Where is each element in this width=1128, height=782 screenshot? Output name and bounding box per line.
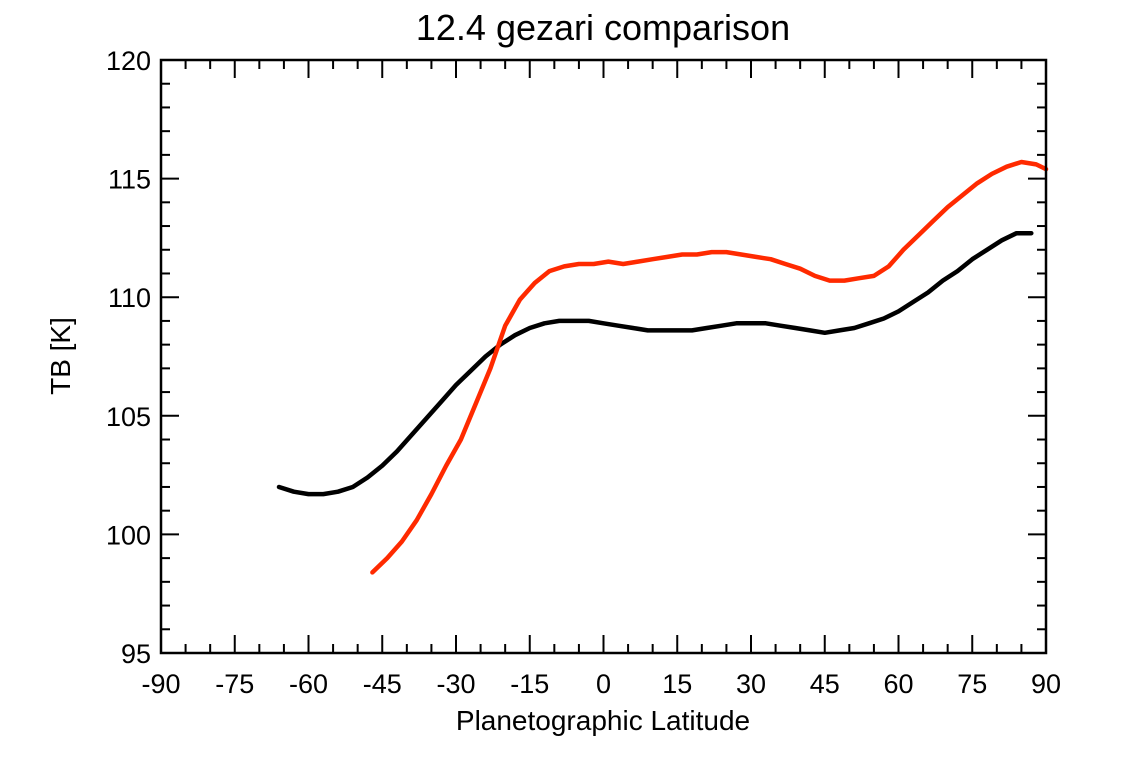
x-tick-label: -75 [215, 669, 254, 699]
series-line-1 [276, 230, 1034, 497]
y-tick-label: 115 [108, 165, 151, 195]
y-tick-label: 120 [106, 46, 151, 76]
x-tick-label: 0 [596, 669, 611, 699]
y-tick-label: 110 [108, 283, 151, 313]
axis-tick-labels: -90 -75 -60 -45 -30 -15 0 15 30 45 60 75 90 95 100 105 1… [106, 46, 1061, 699]
y-tick-label: 100 [106, 520, 151, 550]
x-tick-label: 30 [736, 669, 766, 699]
x-tick-label: 90 [1031, 669, 1061, 699]
x-tick-label: 45 [810, 669, 840, 699]
series-line-2 [370, 159, 1049, 575]
axis-ticks [160, 59, 1047, 654]
x-tick-label: -15 [510, 669, 549, 699]
x-tick-label: -90 [141, 669, 180, 699]
x-axis-label: Planetographic Latitude [456, 705, 750, 736]
y-axis-label: TB [K] [45, 317, 76, 395]
y-tick-label: 105 [106, 402, 151, 432]
x-tick-label: -30 [436, 669, 475, 699]
data-series [276, 159, 1049, 575]
x-tick-label: -60 [289, 669, 328, 699]
x-tick-label: 60 [883, 669, 913, 699]
x-tick-label: 15 [662, 669, 692, 699]
x-tick-label: -45 [363, 669, 402, 699]
x-tick-label: 75 [957, 669, 987, 699]
plot-frame [159, 58, 1048, 655]
chart-title: 12.4 gezari comparison [416, 7, 790, 48]
y-tick-label: 95 [121, 639, 151, 669]
